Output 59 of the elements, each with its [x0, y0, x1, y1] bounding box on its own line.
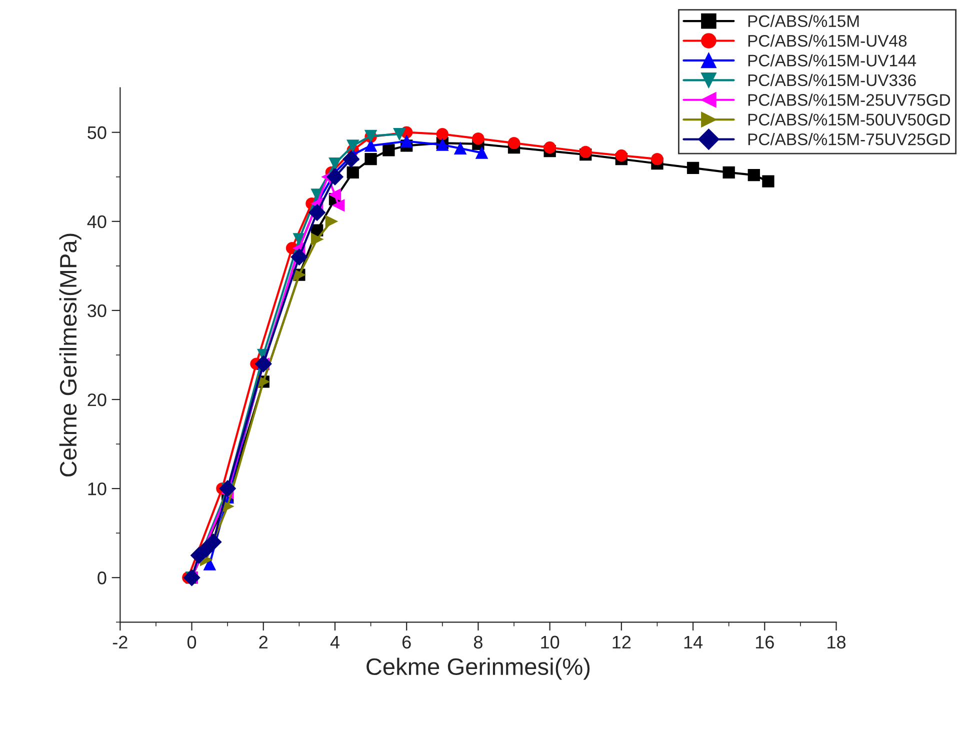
point [364, 152, 377, 166]
point [290, 248, 308, 266]
point [204, 558, 216, 570]
point [328, 157, 342, 170]
x-tick-label: -2 [112, 636, 128, 648]
point [393, 128, 406, 140]
y-tick-label: 0 [98, 572, 106, 584]
point [544, 141, 556, 154]
point [204, 534, 222, 550]
legend-label: PC/ABS/%15M-75UV25GD [748, 133, 950, 146]
y-tick-label: 20 [88, 393, 106, 406]
legend-label: PC/ABS/%15M-25UV75GD [748, 94, 950, 106]
point [400, 135, 413, 148]
x-tick-label: 12 [612, 636, 631, 648]
point [311, 233, 324, 246]
point [748, 169, 760, 182]
legend-label: PC/ABS/%15M-UV48 [748, 34, 907, 47]
point [454, 142, 466, 154]
point [580, 146, 592, 158]
point [342, 150, 360, 168]
point [332, 199, 345, 212]
point [346, 140, 359, 152]
y-axis-title: Cekme Gerilmesi(MPa) [59, 234, 82, 476]
x-tick-label: 8 [474, 636, 482, 649]
point [762, 175, 774, 188]
point [328, 188, 342, 201]
x-tick-label: 0 [187, 636, 196, 649]
point [308, 204, 326, 221]
y-tick-label: 40 [87, 215, 106, 228]
legend-label: PC/ABS/%15M-UV144 [748, 54, 916, 66]
point [615, 149, 628, 162]
x-tick-label: 6 [402, 636, 411, 649]
point [476, 146, 488, 159]
x-axis-title: Cekme Gerinmesi(%) [366, 658, 590, 680]
point [254, 356, 272, 372]
legend-label: PC/ABS/%15M [748, 14, 859, 28]
point [346, 166, 359, 178]
point [722, 166, 735, 178]
point [325, 215, 338, 228]
x-tick-label: 14 [684, 636, 703, 648]
x-tick-label: 2 [259, 636, 268, 648]
x-tick-label: 16 [756, 636, 774, 649]
point [326, 168, 344, 186]
point [364, 140, 377, 152]
point [183, 569, 200, 586]
point [436, 128, 448, 140]
y-tick-label: 30 [88, 304, 106, 318]
point [382, 144, 395, 156]
point [472, 132, 484, 145]
legend-label: PC/ABS/%15M-50UV50GD [748, 113, 950, 126]
legend-label: PC/ABS/%15M-UV336 [748, 74, 916, 86]
point [508, 136, 520, 150]
x-tick-label: 18 [828, 636, 846, 649]
x-tick-label: 10 [541, 636, 560, 649]
x-tick-label: 4 [330, 636, 340, 648]
point [686, 162, 700, 174]
point [651, 152, 664, 166]
y-tick-label: 10 [88, 482, 106, 496]
y-tick-label: 50 [88, 126, 106, 140]
